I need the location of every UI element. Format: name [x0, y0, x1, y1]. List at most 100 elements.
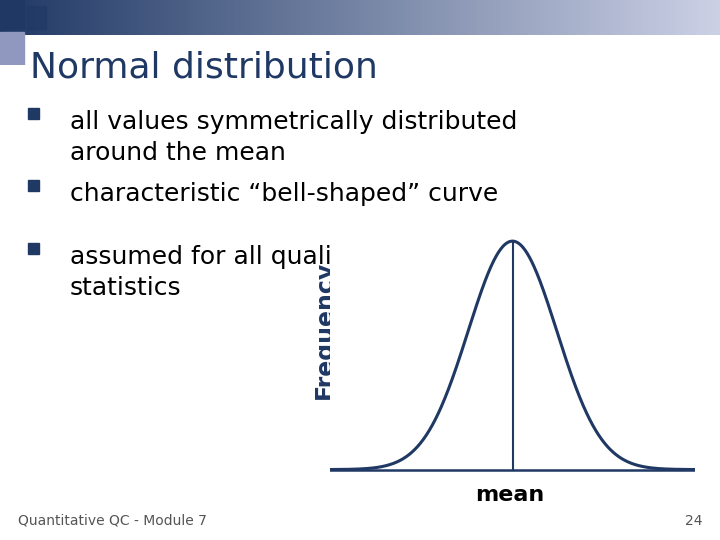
Bar [5, 0, 7, 35]
Text: assumed for all quality control
statistics: assumed for all quality control statisti… [70, 245, 451, 300]
Bar [279, 0, 281, 35]
Bar [598, 0, 600, 35]
Bar [338, 0, 341, 35]
Bar [423, 0, 425, 35]
Bar [173, 0, 175, 35]
Bar [106, 0, 108, 35]
Bar [192, 0, 194, 35]
Bar [300, 0, 302, 35]
Bar [686, 0, 689, 35]
Bar [24, 0, 27, 35]
Bar [360, 0, 362, 35]
Bar [603, 0, 605, 35]
Bar [542, 0, 545, 35]
Bar [0, 0, 24, 29]
Text: Normal distribution: Normal distribution [30, 50, 378, 84]
Bar [693, 0, 696, 35]
Bar [17, 0, 19, 35]
Bar [343, 0, 346, 35]
Bar [672, 0, 675, 35]
Bar [317, 0, 319, 35]
Bar [346, 0, 348, 35]
Bar [207, 0, 209, 35]
Bar [86, 0, 89, 35]
Bar [626, 0, 629, 35]
Bar [434, 0, 437, 35]
Bar [389, 0, 391, 35]
Bar [163, 0, 166, 35]
Bar [358, 0, 360, 35]
Bar [135, 0, 137, 35]
Bar [351, 0, 353, 35]
Bar [405, 0, 408, 35]
Bar [156, 0, 158, 35]
Bar [12, 0, 14, 35]
Bar [437, 0, 439, 35]
Bar [79, 0, 81, 35]
Bar [319, 0, 322, 35]
Bar [117, 0, 120, 35]
Bar [72, 0, 74, 35]
Bar [110, 0, 113, 35]
Bar [401, 0, 403, 35]
Bar [245, 0, 247, 35]
Bar [677, 0, 679, 35]
Bar [281, 0, 283, 35]
Bar [286, 0, 288, 35]
Bar [456, 0, 459, 35]
Bar [257, 0, 259, 35]
Bar [634, 0, 636, 35]
Bar [523, 0, 526, 35]
Bar [67, 0, 70, 35]
Bar [506, 0, 509, 35]
Bar [221, 0, 223, 35]
Bar [701, 0, 703, 35]
Bar [175, 0, 178, 35]
Bar [41, 0, 43, 35]
Bar [610, 0, 612, 35]
Bar [684, 0, 686, 35]
Bar [413, 0, 415, 35]
Bar [322, 0, 324, 35]
Bar [545, 0, 547, 35]
Bar [497, 0, 499, 35]
Bar [53, 0, 55, 35]
Bar [379, 0, 382, 35]
Bar [137, 0, 139, 35]
Bar [312, 0, 315, 35]
Bar [662, 0, 665, 35]
Bar [288, 0, 290, 35]
Bar [149, 0, 151, 35]
Bar [209, 0, 211, 35]
Bar [89, 0, 91, 35]
Bar [43, 0, 45, 35]
Bar [7, 0, 9, 35]
Bar [377, 0, 379, 35]
Bar [125, 0, 127, 35]
Bar [636, 0, 639, 35]
Bar [696, 0, 698, 35]
Bar [585, 0, 588, 35]
Bar [274, 0, 276, 35]
Bar [593, 0, 595, 35]
Bar [367, 0, 369, 35]
Bar [396, 0, 398, 35]
Bar [538, 0, 540, 35]
Bar [27, 6, 46, 29]
Bar [403, 0, 405, 35]
Bar [384, 0, 387, 35]
Bar [547, 0, 549, 35]
Bar [144, 0, 146, 35]
Bar [290, 0, 293, 35]
Bar [19, 0, 22, 35]
Bar [454, 0, 456, 35]
Bar [331, 0, 333, 35]
Bar [230, 0, 233, 35]
Bar [194, 0, 197, 35]
Bar [218, 0, 221, 35]
Bar [120, 0, 122, 35]
Bar [521, 0, 523, 35]
Bar [420, 0, 423, 35]
Bar [646, 0, 648, 35]
Bar [475, 0, 477, 35]
